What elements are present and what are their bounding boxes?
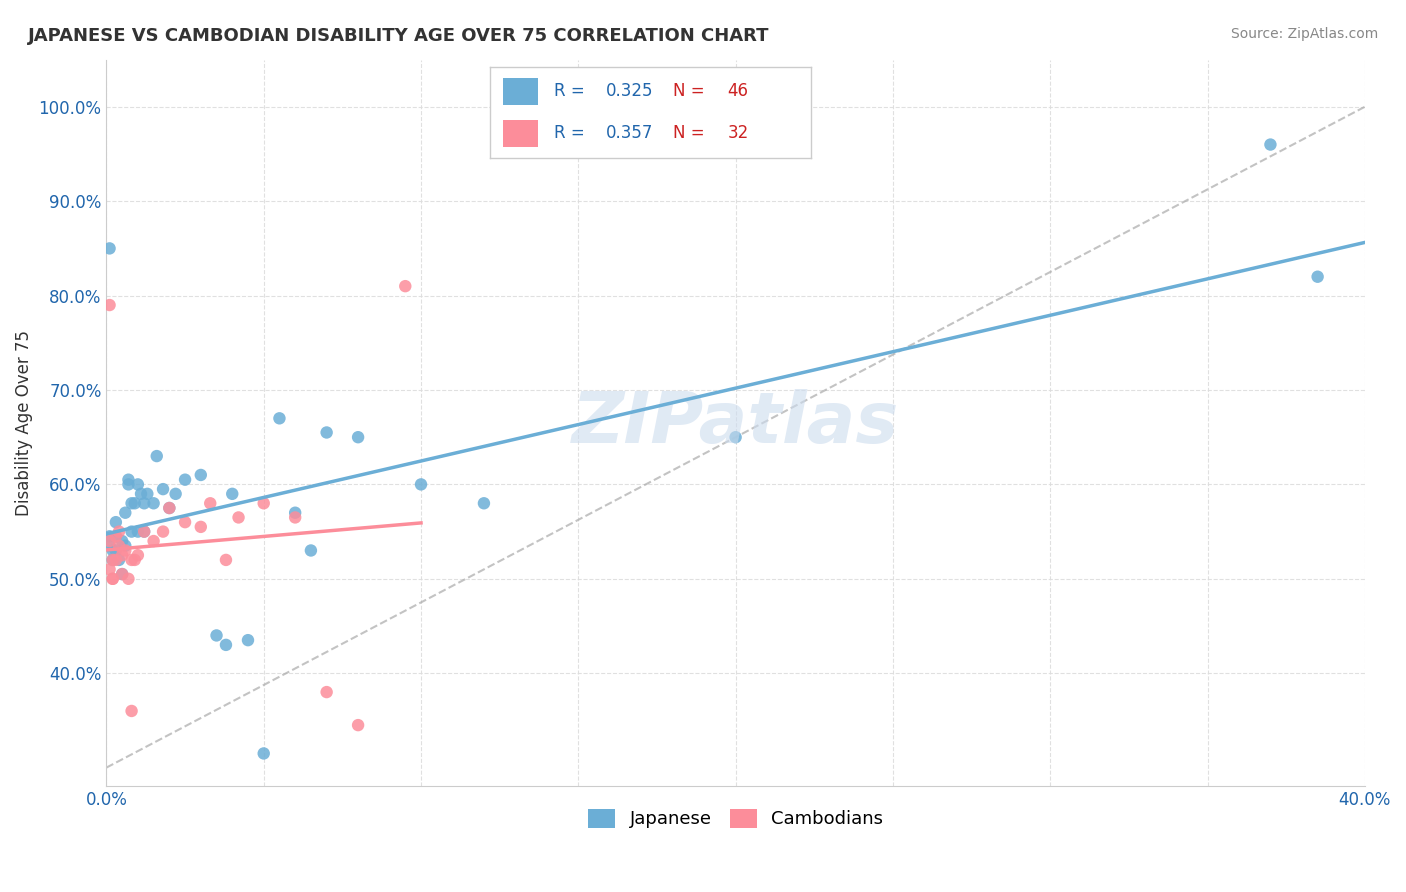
Point bbox=[121, 704, 143, 718]
Point bbox=[124, 496, 146, 510]
Point bbox=[114, 506, 136, 520]
Point bbox=[104, 529, 127, 543]
Point bbox=[142, 496, 165, 510]
Point bbox=[111, 567, 134, 582]
Point bbox=[409, 477, 432, 491]
Point bbox=[127, 477, 149, 491]
Point bbox=[299, 543, 322, 558]
Point bbox=[124, 553, 146, 567]
Point bbox=[228, 510, 250, 524]
Point bbox=[117, 473, 139, 487]
Point bbox=[200, 496, 222, 510]
Point bbox=[174, 473, 197, 487]
Point bbox=[724, 430, 747, 444]
Point bbox=[104, 515, 127, 529]
Point bbox=[315, 685, 337, 699]
Point bbox=[142, 534, 165, 549]
Point bbox=[347, 718, 370, 732]
Point bbox=[101, 572, 124, 586]
Point bbox=[111, 534, 134, 549]
Point bbox=[98, 539, 121, 553]
Point bbox=[1260, 137, 1282, 152]
Point bbox=[1306, 269, 1329, 284]
Text: JAPANESE VS CAMBODIAN DISABILITY AGE OVER 75 CORRELATION CHART: JAPANESE VS CAMBODIAN DISABILITY AGE OVE… bbox=[28, 27, 769, 45]
Point bbox=[98, 298, 121, 312]
Point bbox=[190, 467, 212, 482]
Point bbox=[121, 553, 143, 567]
Point bbox=[104, 543, 127, 558]
Point bbox=[253, 496, 276, 510]
Point bbox=[236, 633, 259, 648]
Point bbox=[98, 241, 121, 255]
Point bbox=[121, 496, 143, 510]
Point bbox=[111, 567, 134, 582]
Point bbox=[205, 628, 228, 642]
Point bbox=[174, 515, 197, 529]
Point bbox=[108, 553, 131, 567]
Point bbox=[152, 482, 174, 496]
Point bbox=[284, 510, 307, 524]
Point bbox=[136, 487, 159, 501]
Point bbox=[215, 553, 238, 567]
Point bbox=[190, 520, 212, 534]
Point bbox=[104, 529, 127, 543]
Point bbox=[152, 524, 174, 539]
Point bbox=[101, 543, 124, 558]
Point bbox=[221, 487, 243, 501]
Point bbox=[284, 506, 307, 520]
Point bbox=[98, 562, 121, 576]
Point bbox=[114, 543, 136, 558]
Point bbox=[111, 548, 134, 562]
Text: Source: ZipAtlas.com: Source: ZipAtlas.com bbox=[1230, 27, 1378, 41]
Point bbox=[108, 524, 131, 539]
Point bbox=[134, 524, 156, 539]
Point bbox=[134, 496, 156, 510]
Legend: Japanese, Cambodians: Japanese, Cambodians bbox=[581, 802, 890, 836]
Point bbox=[117, 572, 139, 586]
Point bbox=[117, 477, 139, 491]
Text: ZIPatlas: ZIPatlas bbox=[572, 389, 900, 458]
Point bbox=[347, 430, 370, 444]
Point bbox=[129, 487, 152, 501]
Point bbox=[145, 449, 167, 463]
Point bbox=[394, 279, 416, 293]
Point bbox=[253, 747, 276, 761]
Point bbox=[157, 501, 180, 516]
Point bbox=[114, 539, 136, 553]
Point bbox=[127, 524, 149, 539]
Point bbox=[108, 539, 131, 553]
Y-axis label: Disability Age Over 75: Disability Age Over 75 bbox=[15, 330, 32, 516]
Point bbox=[315, 425, 337, 440]
Point bbox=[269, 411, 291, 425]
Point bbox=[134, 524, 156, 539]
Point bbox=[101, 572, 124, 586]
Point bbox=[127, 548, 149, 562]
Point bbox=[104, 553, 127, 567]
Point bbox=[472, 496, 495, 510]
Point bbox=[157, 501, 180, 516]
Point bbox=[98, 529, 121, 543]
Point bbox=[98, 534, 121, 549]
Point bbox=[165, 487, 187, 501]
Point bbox=[215, 638, 238, 652]
Point bbox=[101, 553, 124, 567]
Point bbox=[121, 524, 143, 539]
Point bbox=[101, 553, 124, 567]
